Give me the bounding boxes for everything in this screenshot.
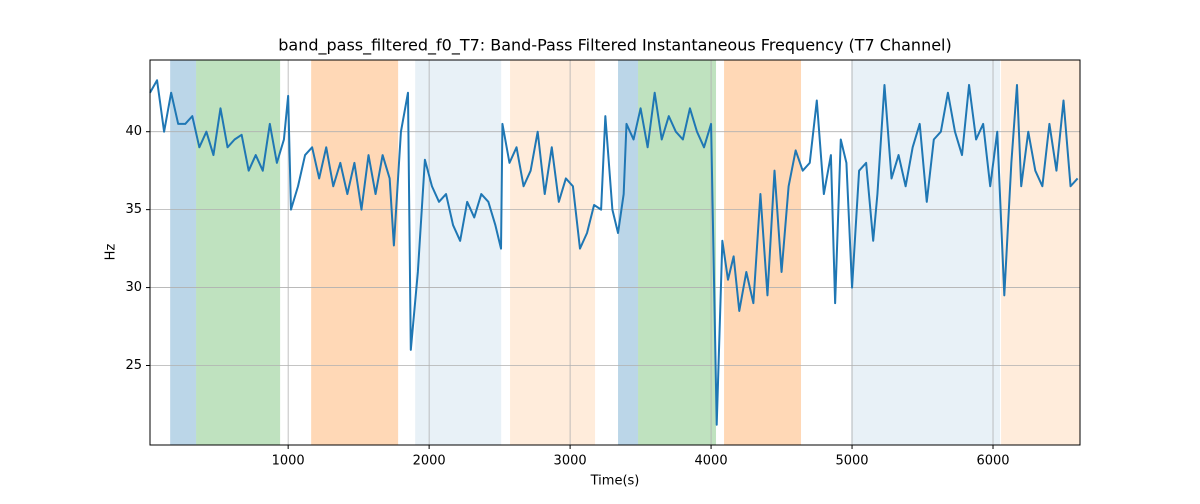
shaded-span — [724, 60, 802, 445]
x-axis-label: Time(s) — [590, 474, 640, 489]
x-tick-label: 5000 — [835, 454, 868, 469]
shaded-span — [311, 60, 399, 445]
x-tick-label: 2000 — [413, 454, 446, 469]
y-tick-label: 30 — [125, 280, 142, 295]
y-tick-label: 40 — [125, 124, 142, 139]
y-tick-label: 35 — [125, 202, 142, 217]
x-tick-label: 3000 — [554, 454, 587, 469]
plot — [149, 79, 1079, 426]
shaded-span — [1001, 60, 1080, 445]
x-tick-label: 4000 — [695, 454, 728, 469]
shaded-span — [618, 60, 639, 445]
shaded-span — [196, 60, 281, 445]
x-tick-label: 6000 — [976, 454, 1009, 469]
y-tick-label: 25 — [125, 358, 142, 373]
x-tick-label: 1000 — [272, 454, 305, 469]
shaded-span — [638, 60, 717, 445]
grid — [150, 60, 1080, 445]
y-axis-label: Hz — [104, 244, 119, 261]
shaded-span — [851, 60, 1001, 445]
shaded-span — [510, 60, 596, 445]
data-line — [149, 79, 1079, 426]
plot-frame — [149, 59, 1081, 446]
shaded-span — [415, 60, 502, 445]
chart-title: band_pass_filtered_f0_T7: Band-Pass Filt… — [278, 36, 951, 56]
